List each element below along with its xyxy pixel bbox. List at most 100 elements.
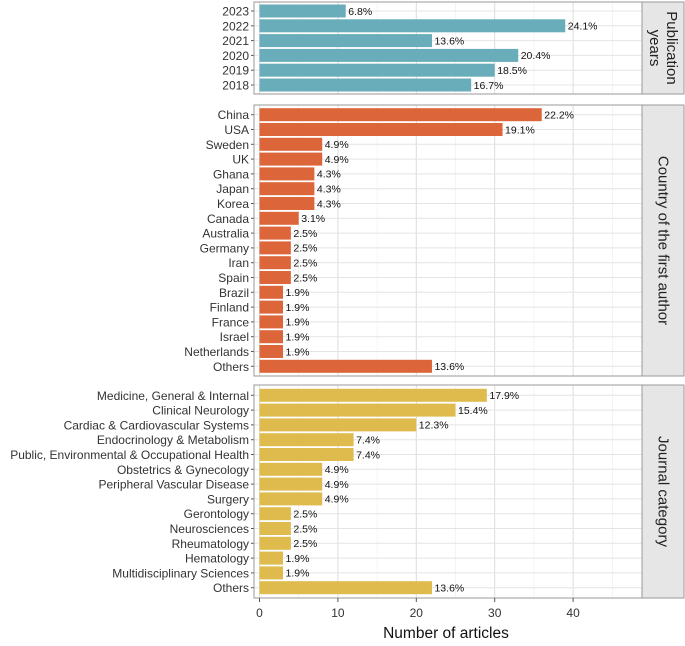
data-label: 13.6% (434, 35, 464, 47)
category-label: Public, Environmental & Occupational Hea… (10, 448, 249, 462)
category-label: 2018 (222, 79, 249, 93)
bar (259, 462, 323, 476)
category-label: Japan (216, 182, 249, 196)
bar (259, 256, 291, 270)
data-label: 2.5% (293, 243, 317, 255)
category-label: Multidisciplinary Sciences (112, 566, 249, 580)
category-label: UK (232, 153, 249, 167)
category-label: Germany (200, 241, 249, 255)
data-label: 20.4% (521, 50, 551, 62)
bar (259, 477, 323, 491)
facet-strip-label: Country of the first author (655, 156, 672, 325)
bar (259, 34, 432, 48)
category-label: Sweden (206, 138, 249, 152)
category-label: Australia (202, 227, 249, 241)
data-label: 12.3% (419, 420, 449, 432)
data-label: 1.9% (286, 568, 310, 580)
data-label: 13.6% (434, 583, 464, 595)
data-label: 19.1% (505, 124, 535, 136)
bar (259, 241, 291, 255)
bar (259, 345, 284, 358)
data-label: 4.9% (325, 154, 349, 166)
category-label: Peripheral Vascular Disease (98, 478, 249, 492)
bar (259, 78, 472, 92)
category-label: Rheumatology (172, 537, 249, 551)
data-label: 6.8% (348, 6, 372, 18)
data-label: 18.5% (497, 65, 527, 77)
x-tick-label: 10 (331, 606, 345, 620)
data-label: 22.2% (544, 110, 574, 122)
facet-strip (641, 1, 685, 95)
bar (259, 197, 315, 210)
category-label: Medicine, General & Internal (97, 389, 249, 403)
bar (259, 448, 354, 461)
bar (259, 152, 323, 166)
bar (259, 359, 432, 373)
bar (259, 63, 495, 77)
category-label: Korea (217, 197, 249, 211)
category-label: 2020 (222, 49, 249, 63)
facet-strip (641, 104, 685, 377)
bar (259, 315, 284, 329)
category-label: Finland (210, 301, 249, 315)
bar (259, 108, 542, 122)
facet-strip-label: Publication (663, 11, 680, 84)
category-label: 2021 (222, 34, 249, 48)
category-label: Hematology (185, 552, 249, 566)
bar (259, 492, 323, 506)
data-label: 2.5% (293, 523, 317, 535)
data-label: 4.3% (317, 184, 341, 196)
x-axis-title: Number of articles (383, 625, 509, 641)
category-label: Canada (207, 212, 249, 226)
category-label: Endocrinology & Metabolism (97, 433, 249, 447)
data-label: 1.9% (286, 553, 310, 565)
bar (259, 403, 456, 417)
category-label: Brazil (219, 286, 249, 300)
bar (259, 137, 323, 151)
data-label: 16.7% (474, 80, 504, 92)
category-label: 2022 (222, 19, 249, 33)
facet-strip (641, 384, 685, 599)
bar (259, 211, 299, 225)
bar (259, 300, 284, 314)
bar (259, 167, 315, 181)
category-label: Obstetrics & Gynecology (117, 463, 249, 477)
data-label: 7.4% (356, 449, 380, 461)
x-tick-label: 20 (410, 606, 424, 620)
bar (259, 123, 503, 136)
category-label: Iran (228, 256, 249, 270)
bar (259, 19, 566, 33)
data-label: 2.5% (293, 272, 317, 284)
data-label: 4.3% (317, 198, 341, 210)
category-label: Clinical Neurology (152, 404, 249, 418)
category-label: Israel (220, 330, 249, 344)
bar (259, 536, 291, 550)
bar (259, 522, 291, 535)
data-label: 2.5% (293, 509, 317, 521)
bar (259, 433, 354, 447)
category-label: Surgery (207, 492, 249, 506)
category-label: 2019 (222, 64, 249, 78)
bar (259, 388, 487, 402)
data-label: 13.6% (434, 361, 464, 373)
data-label: 4.9% (325, 464, 349, 476)
category-label: Gerontology (184, 507, 249, 521)
data-label: 1.9% (286, 332, 310, 344)
data-label: 4.3% (317, 169, 341, 181)
category-label: China (218, 108, 250, 122)
bar (259, 4, 346, 18)
category-label: Spain (218, 271, 249, 285)
data-label: 2.5% (293, 538, 317, 550)
data-label: 15.4% (458, 405, 488, 417)
x-tick-label: 40 (566, 606, 580, 620)
bar (259, 566, 284, 580)
category-label: Cardiac & Cardiovascular Systems (64, 418, 249, 432)
data-label: 2.5% (293, 258, 317, 270)
x-tick-label: 30 (488, 606, 502, 620)
data-label: 2.5% (293, 228, 317, 240)
category-label: Netherlands (184, 345, 249, 359)
facet-strip-label: Journal category (655, 436, 672, 547)
panel-background (254, 385, 642, 598)
